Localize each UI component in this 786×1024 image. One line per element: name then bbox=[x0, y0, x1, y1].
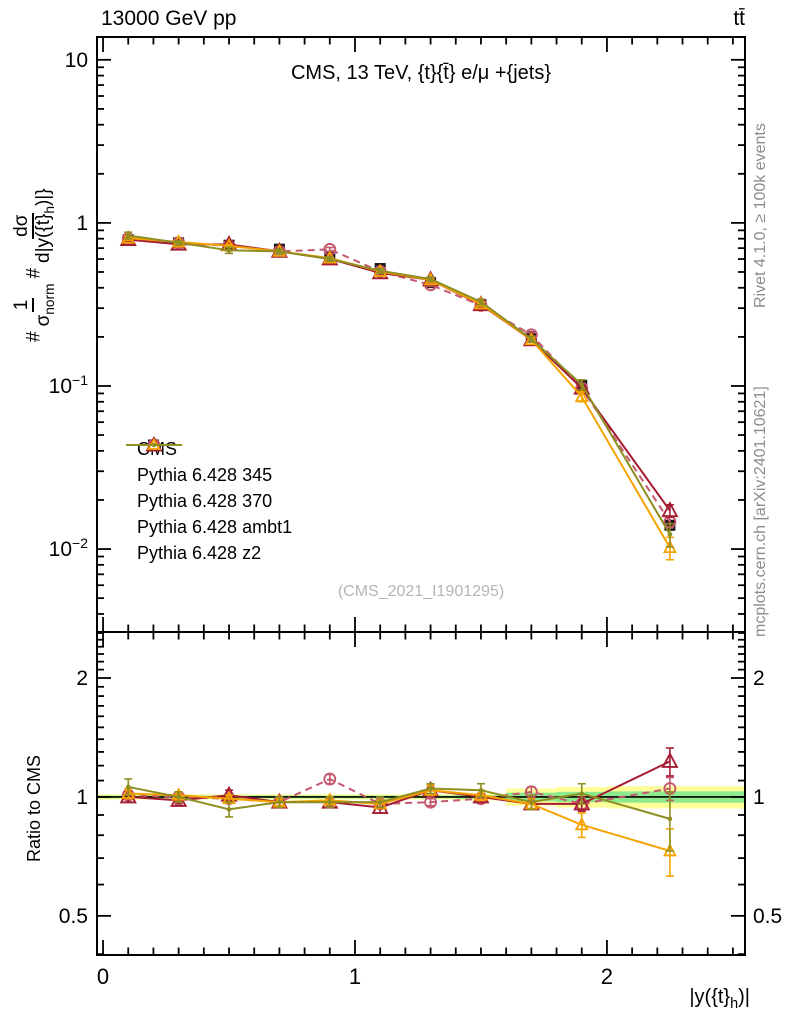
axis-tick-labels: 0 1 2 10 1 10−1 10−2 2 2 1 1 0.5 0.5 bbox=[49, 49, 783, 989]
svg-text:2: 2 bbox=[753, 667, 765, 690]
plot-title: CMS, 13 TeV, {t}{t̄} e/μ +{jets} bbox=[290, 62, 552, 84]
legend-label: Pythia 6.428 345 bbox=[137, 464, 273, 485]
svg-text:1: 1 bbox=[76, 786, 88, 809]
svg-text:0.5: 0.5 bbox=[753, 905, 782, 928]
ylabel-frac-norm: 1 σnorm bbox=[11, 283, 57, 327]
series-pythia-6-428-z2-ratio bbox=[124, 778, 674, 852]
legend-item-pythia-370: Pythia 6.428 370 bbox=[126, 436, 292, 514]
rivet-version-note: Rivet 4.1.0, ≥ 100k events bbox=[752, 123, 769, 308]
beam-energy-title: 13000 GeV pp bbox=[101, 7, 237, 30]
svg-text:2: 2 bbox=[76, 667, 88, 690]
legend-item-pythia-ambt1: Pythia 6.428 ambt1 bbox=[126, 437, 293, 540]
legend-label: Pythia 6.428 370 bbox=[137, 490, 273, 511]
pythia-z2-line-icon bbox=[126, 442, 182, 448]
legend-label: Pythia 6.428 ambt1 bbox=[137, 516, 293, 537]
mcplots-arxiv-note: mcplots.cern.ch [arXiv:2401.10621] bbox=[752, 386, 769, 637]
x-axis-label: |y({t}h)| bbox=[689, 986, 750, 1012]
svg-text:2: 2 bbox=[601, 964, 613, 989]
ylabel-frac-dsigma: dσ d|y({t}h)|} bbox=[11, 188, 57, 263]
svg-text:0.5: 0.5 bbox=[59, 905, 88, 928]
ylabel-hash2: # bbox=[23, 267, 45, 279]
svg-text:10−1: 10−1 bbox=[49, 372, 89, 398]
process-title: tt̄ bbox=[733, 7, 745, 30]
panel-frames bbox=[96, 36, 746, 956]
ylabel-hash1: # bbox=[23, 331, 45, 342]
legend: CMS Pythia 6.428 345 Pythia 6.428 370 Py… bbox=[126, 436, 292, 566]
legend-label: Pythia 6.428 z2 bbox=[137, 542, 262, 563]
svg-text:1: 1 bbox=[753, 786, 765, 809]
series-pythia-6-428-z2-main bbox=[124, 231, 674, 548]
legend-item-pythia-345: Pythia 6.428 345 bbox=[126, 438, 292, 488]
svg-text:1: 1 bbox=[76, 212, 88, 235]
y-axis-label-ratio: Ratio to CMS bbox=[24, 754, 44, 862]
axis-ticks bbox=[97, 37, 745, 956]
svg-text:1: 1 bbox=[349, 964, 361, 989]
legend-item-pythia-z2: Pythia 6.428 z2 bbox=[126, 442, 292, 566]
svg-text:10−2: 10−2 bbox=[49, 535, 89, 561]
y-axis-label-main: #1 σnorm # dσ d|y({t}h)|} bbox=[11, 183, 57, 342]
svg-text:0: 0 bbox=[97, 964, 109, 989]
analysis-id-watermark: (CMS_2021_I1901295) bbox=[337, 583, 505, 600]
svg-text:10: 10 bbox=[65, 49, 88, 72]
